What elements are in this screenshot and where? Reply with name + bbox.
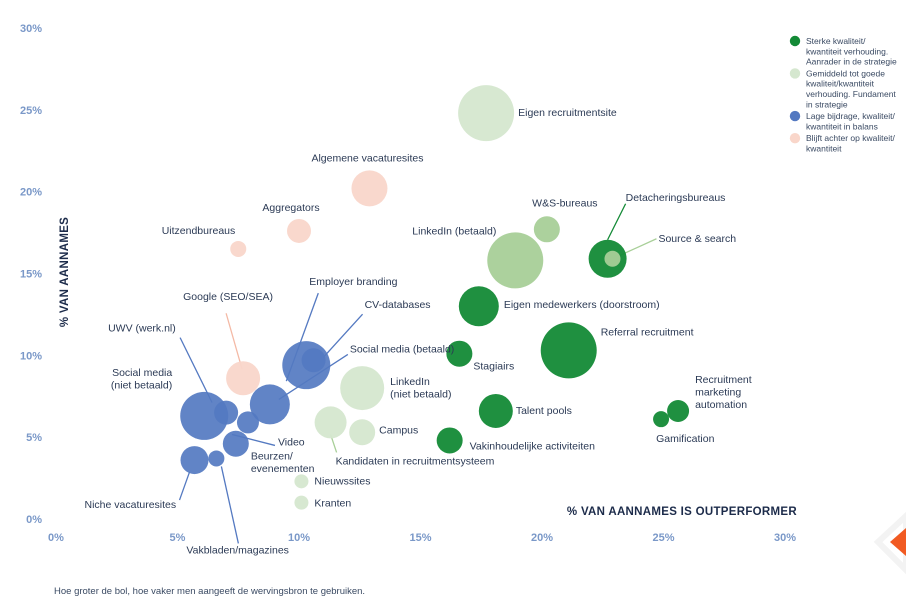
legend-text-low: Lage bijdrage, kwaliteit/kwantiteit in b… (806, 111, 895, 131)
footnote: Hoe groter de bol, hoe vaker men aangeef… (54, 586, 365, 597)
bubble-eigen-medewerkers-doorstroom (458, 286, 499, 327)
y-tick-label: 30% (20, 23, 42, 35)
label-video: Video (278, 436, 305, 448)
x-tick-label: 10% (288, 532, 310, 544)
leader-line-niche-vacaturesites (178, 471, 191, 501)
y-tick-label: 5% (26, 432, 42, 444)
bubble-cv-databases (301, 348, 326, 373)
label-w-s-bureaus: W&S-bureaus (532, 197, 597, 209)
x-tick-label: 25% (652, 532, 674, 544)
bubble-uitzendbureaus (230, 240, 247, 257)
label-campus: Campus (379, 424, 418, 436)
x-tick-label: 5% (170, 532, 186, 544)
y-tick-label: 10% (20, 350, 42, 362)
bubble-video (236, 411, 259, 434)
bubble-kranten (294, 495, 309, 510)
leader-line-uwv-werk-nl (179, 337, 213, 403)
label-social-media-niet-betaald: Social media (niet betaald) (111, 367, 172, 392)
label-uitzendbureaus: Uitzendbureaus (162, 225, 236, 237)
legend-dot-strong (789, 35, 801, 47)
label-uwv-werk-nl: UWV (werk.nl) (108, 323, 176, 335)
bubble-referral-recruitment (540, 322, 597, 379)
bubble-stagiairs (446, 340, 473, 367)
label-nieuwssites: Nieuwssites (314, 475, 370, 487)
x-tick-label: 20% (531, 532, 553, 544)
bubble-google-seo-sea (226, 361, 261, 396)
leader-line-cv-databases (322, 313, 364, 359)
orange-arrow-decoration (890, 528, 906, 556)
label-kandidaten-in-recruitmentsysteem: Kandidaten in recruitmentsysteem (336, 455, 495, 467)
label-aggregators: Aggregators (262, 202, 319, 214)
label-stagiairs: Stagiairs (473, 361, 514, 373)
label-employer-branding: Employer branding (309, 276, 397, 288)
data-labels: Eigen recruitmentsite Algemene vacaturesi… (85, 107, 752, 556)
label-social-media-betaald: Social media (betaald) (350, 343, 454, 355)
legend-dot-average (789, 68, 801, 79)
legend-dot-low (789, 110, 801, 122)
bubble-vakbladen-magazines (208, 450, 225, 467)
x-tick-label: 0% (48, 532, 64, 544)
bubble-gamification (653, 411, 670, 428)
label-eigen-recruitmentsite: Eigen recruitmentsite (518, 107, 617, 119)
bubble-beurzen-evenementen (222, 430, 249, 457)
legend-text-strong: Sterke kwaliteit/kwantiteit verhouding. A… (806, 36, 897, 67)
label-vakinhoudelijke-activiteiten: Vakinhoudelijke activiteiten (470, 440, 595, 452)
bubble-eigen-recruitmentsite (458, 85, 515, 142)
x-axis-ticks: 0% 5% 10% 15% 20% 25% 30% (48, 532, 796, 544)
leader-line-detacheringsbureaus (607, 203, 627, 241)
label-talent-pools: Talent pools (516, 405, 572, 417)
bubble-campus (349, 419, 376, 446)
label-source-search: Source & search (658, 233, 736, 245)
y-axis-ticks: 0% 5% 10% 15% 20% 25% 30% (20, 23, 42, 526)
bubble-talent-pools (478, 393, 513, 428)
leader-line-google-seo-sea (225, 313, 243, 370)
bubble-social-media-niet-betaald (180, 391, 229, 440)
label-cv-databases: CV-databases (365, 299, 431, 311)
bubble-social-media-betaald (249, 384, 290, 425)
bubble-linkedin-niet-betaald (340, 366, 385, 411)
bubble-recruitment-marketing-automation (667, 399, 690, 422)
bubble-niche-vacaturesites (180, 446, 209, 475)
label-eigen-medewerkers-doorstroom: Eigen medewerkers (doorstroom) (504, 299, 660, 311)
y-axis-title: % VAN AANNAMES (59, 217, 71, 327)
bubble-linkedin-betaald (487, 232, 544, 289)
legend: Sterke kwaliteit/kwantiteit verhouding. A… (789, 35, 897, 154)
bubble-uwv-werk-nl (214, 400, 239, 425)
label-algemene-vacaturesites: Algemene vacaturesites (311, 152, 423, 164)
label-google-seo-sea: Google (SEO/SEA) (183, 291, 273, 303)
label-recruitment-marketing-automation: Recruitment marketing automation (695, 374, 752, 411)
label-beurzen-evenementen: Beurzen/evenementen (251, 451, 315, 476)
legend-text-average: Gemiddeld tot goede kwaliteit/kwantiteit v… (806, 68, 896, 109)
label-vakbladen-magazines: Vakbladen/magazines (186, 544, 289, 556)
bubble-source-search (604, 250, 621, 267)
bubble-kandidaten-in-recruitmentsysteem (314, 406, 347, 439)
x-tick-label: 15% (409, 532, 431, 544)
legend-text-behind: Blijft achter op kwaliteit/kwantiteit (806, 133, 895, 153)
x-tick-label: 30% (774, 532, 796, 544)
y-tick-label: 20% (20, 187, 42, 199)
bubble-aggregators (287, 218, 311, 243)
label-referral-recruitment: Referral recruitment (601, 326, 694, 338)
bubble-nieuwssites (294, 474, 309, 489)
bubbles (180, 85, 690, 510)
label-linkedin-niet-betaald: LinkedIn (niet betaald) (390, 376, 451, 401)
label-linkedin-betaald: LinkedIn (betaald) (412, 225, 496, 237)
bubble-algemene-vacaturesites (351, 170, 388, 207)
x-axis-title: % VAN AANNAMES IS OUTPERFORMER (567, 506, 797, 518)
label-kranten: Kranten (314, 498, 351, 510)
label-gamification: Gamification (656, 433, 715, 445)
y-tick-label: 15% (20, 269, 42, 281)
label-detacheringsbureaus: Detacheringsbureaus (626, 192, 726, 204)
label-niche-vacaturesites: Niche vacaturesites (85, 499, 177, 511)
bubble-w-s-bureaus (533, 216, 560, 243)
bubble-vakinhoudelijke-activiteiten (436, 427, 463, 454)
y-tick-label: 0% (26, 514, 42, 526)
plot-area (52, 28, 797, 520)
leader-line-vakbladen-magazines (220, 466, 240, 544)
legend-dot-behind (789, 133, 801, 144)
y-tick-label: 25% (20, 105, 42, 117)
